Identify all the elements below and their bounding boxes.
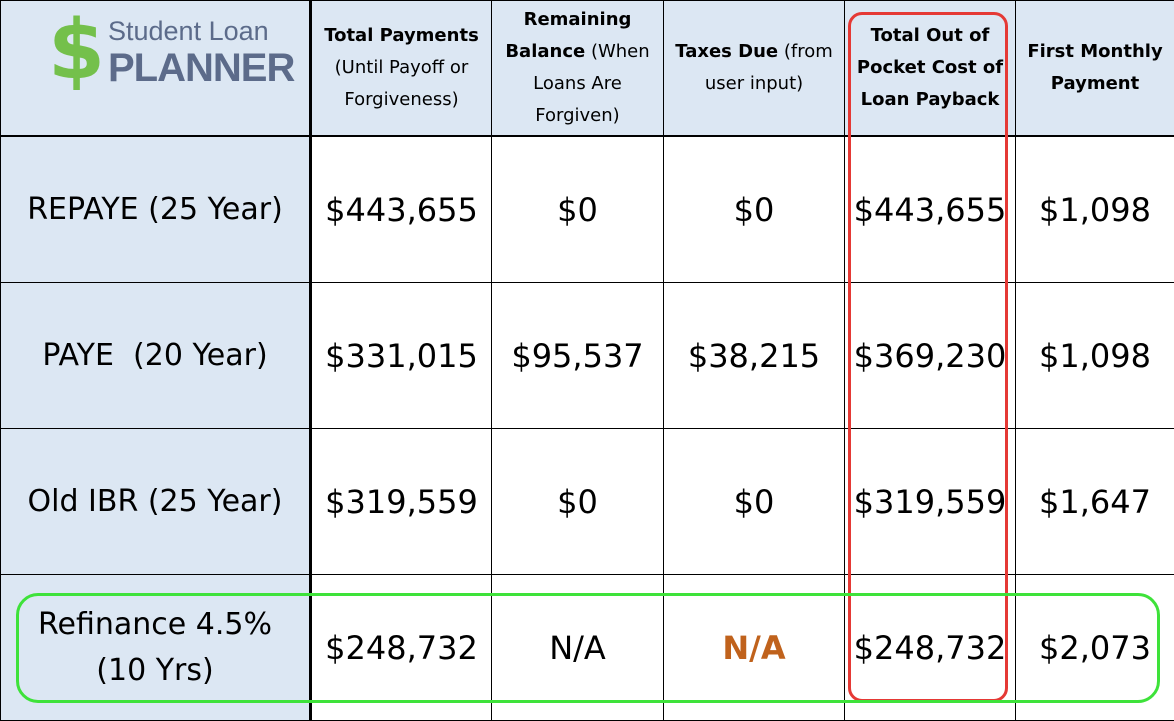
header-total-out-of-pocket: Total Out of Pocket Cost of Loan Payback [845, 1, 1016, 137]
header-taxes-due: Taxes Due (from user input) [664, 1, 845, 137]
cell-taxes-due: $38,215 [664, 283, 845, 429]
cell-taxes-due: N/A [664, 575, 845, 721]
cell-total-payments: $319,559 [311, 429, 492, 575]
cell-remaining-balance: N/A [492, 575, 664, 721]
cell-remaining-balance: $0 [492, 136, 664, 283]
table-row-paye: PAYE (20 Year) $331,015 $95,537 $38,215 … [1, 283, 1174, 429]
cell-total-payments: $331,015 [311, 283, 492, 429]
header-total-payments-note: (Until Payoff or Forgiveness) [335, 57, 469, 110]
row-label: Refinance 4.5% (10 Yrs) [1, 575, 311, 721]
row-label: REPAYE (25 Year) [1, 136, 311, 283]
cell-remaining-balance: $95,537 [492, 283, 664, 429]
cell-taxes-due: $0 [664, 136, 845, 283]
dollar-sign-icon: $ [48, 6, 105, 96]
header-first-monthly-payment: First Monthly Payment [1016, 1, 1174, 137]
cell-first-monthly-payment: $1,098 [1016, 136, 1174, 283]
cell-total-out-of-pocket: $319,559 [845, 429, 1016, 575]
student-loan-planner-logo: $ Student Loan PLANNER [42, 6, 310, 96]
row-label: Old IBR (25 Year) [1, 429, 311, 575]
cell-total-out-of-pocket: $443,655 [845, 136, 1016, 283]
cell-total-out-of-pocket: $369,230 [845, 283, 1016, 429]
table-row-old-ibr: Old IBR (25 Year) $319,559 $0 $0 $319,55… [1, 429, 1174, 575]
cell-total-out-of-pocket: $248,732 [845, 575, 1016, 721]
cell-taxes-due: $0 [664, 429, 845, 575]
cell-first-monthly-payment: $1,098 [1016, 283, 1174, 429]
table-row-refinance: Refinance 4.5% (10 Yrs) $248,732 N/A N/A… [1, 575, 1174, 721]
na-badge: N/A [722, 629, 785, 667]
logo-text-line1: Student Loan [108, 16, 269, 47]
cell-first-monthly-payment: $1,647 [1016, 429, 1174, 575]
header-total-payments-title: Total Payments [324, 25, 479, 46]
cell-remaining-balance: $0 [492, 429, 664, 575]
cell-first-monthly-payment: $2,073 [1016, 575, 1174, 721]
cell-total-payments: $248,732 [311, 575, 492, 721]
header-remaining-balance: Remaining Balance (When Loans Are Forgiv… [492, 1, 664, 137]
row-label: PAYE (20 Year) [1, 283, 311, 429]
header-first-monthly-payment-title: First Monthly Payment [1027, 41, 1162, 94]
header-total-payments: Total Payments (Until Payoff or Forgiven… [311, 1, 492, 137]
row-label-line1: Refinance 4.5% [38, 607, 272, 642]
header-total-out-of-pocket-title: Total Out of Pocket Cost of Loan Payback [857, 25, 1003, 110]
header-taxes-due-title: Taxes Due [675, 41, 778, 62]
row-label-line2: (10 Yrs) [96, 653, 213, 688]
logo-text-line2: PLANNER [108, 46, 294, 91]
table-row-repaye: REPAYE (25 Year) $443,655 $0 $0 $443,655… [1, 136, 1174, 283]
cell-total-payments: $443,655 [311, 136, 492, 283]
